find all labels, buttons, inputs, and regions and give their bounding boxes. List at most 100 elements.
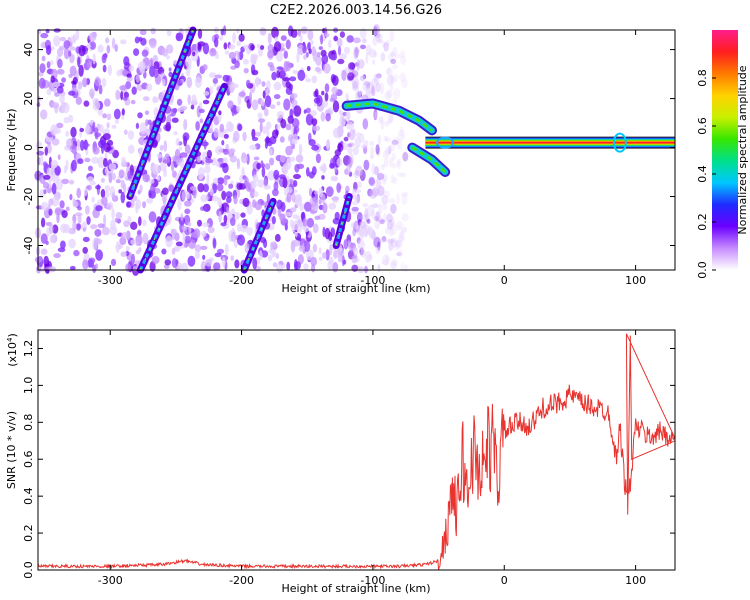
noise-speckle	[388, 157, 394, 168]
noise-speckle	[201, 222, 210, 228]
noise-speckle	[255, 78, 260, 88]
noise-speckle	[371, 85, 376, 97]
noise-speckle	[308, 171, 315, 179]
noise-speckle	[198, 108, 205, 114]
noise-speckle	[57, 58, 63, 69]
noise-speckle	[280, 118, 287, 129]
noise-speckle	[49, 235, 55, 243]
noise-speckle	[218, 210, 222, 223]
noise-speckle	[264, 95, 272, 108]
noise-speckle	[133, 48, 140, 56]
noise-speckle	[332, 262, 339, 273]
noise-speckle	[328, 202, 337, 210]
noise-speckle	[196, 155, 202, 163]
noise-speckle	[386, 74, 395, 86]
noise-speckle	[400, 55, 407, 66]
noise-speckle	[94, 134, 99, 140]
noise-speckle	[277, 117, 282, 123]
noise-speckle	[51, 182, 57, 195]
noise-speckle	[337, 143, 344, 153]
snr-x-tick-label: -100	[360, 574, 385, 587]
noise-speckle	[221, 140, 225, 146]
noise-speckle	[183, 118, 188, 131]
colorbar-tick-label: 0.6	[696, 117, 709, 135]
noise-speckle	[72, 220, 77, 231]
spectrogram-x-ticks: -300 -200 -100 0 100	[98, 30, 646, 287]
noise-speckle	[259, 27, 267, 36]
noise-speckle	[329, 54, 338, 61]
noise-speckle	[332, 127, 341, 139]
noise-speckle	[328, 257, 334, 265]
noise-speckle	[251, 128, 256, 139]
noise-speckle	[184, 208, 191, 215]
noise-speckle	[108, 173, 113, 184]
noise-speckle	[254, 201, 262, 211]
noise-speckle	[306, 167, 310, 177]
noise-speckle	[347, 147, 353, 155]
noise-speckle	[360, 248, 366, 258]
noise-speckle	[153, 69, 159, 79]
noise-speckle	[359, 221, 367, 229]
noise-speckle	[343, 239, 349, 250]
noise-speckle	[286, 192, 292, 203]
noise-speckle	[123, 56, 130, 66]
noise-speckle	[373, 26, 378, 37]
noise-speckle	[390, 260, 397, 270]
noise-speckle	[293, 125, 300, 134]
diagonal-streak-highlight	[139, 85, 226, 271]
noise-speckle	[90, 224, 98, 230]
noise-speckle	[104, 190, 110, 198]
snr-y-tick-label: 0.4	[22, 487, 35, 505]
noise-speckle	[308, 139, 316, 146]
noise-speckle	[68, 50, 72, 57]
noise-speckle	[354, 90, 362, 101]
noise-speckle	[223, 175, 228, 186]
noise-speckle	[390, 262, 397, 269]
noise-speckle	[250, 53, 259, 59]
noise-speckle	[81, 221, 88, 232]
noise-speckle	[371, 187, 380, 197]
noise-speckle	[351, 264, 359, 272]
noise-speckle	[180, 213, 184, 222]
noise-speckle	[203, 91, 210, 96]
noise-speckle	[199, 118, 204, 124]
noise-speckle	[97, 223, 105, 229]
noise-speckle	[219, 123, 225, 133]
noise-speckle	[318, 256, 323, 262]
noise-speckle	[78, 64, 84, 77]
noise-speckle	[324, 83, 330, 93]
noise-speckle	[171, 161, 175, 172]
noise-speckle	[351, 206, 359, 212]
noise-speckle	[293, 105, 302, 117]
noise-speckle	[121, 156, 126, 164]
noise-speckle	[311, 75, 318, 84]
noise-speckle	[200, 194, 209, 203]
noise-speckle	[152, 96, 160, 103]
noise-speckle	[381, 260, 390, 266]
noise-speckle	[336, 182, 342, 193]
noise-speckle	[371, 163, 376, 175]
noise-speckle	[357, 181, 362, 189]
noise-speckle	[259, 121, 263, 133]
noise-speckle	[332, 100, 340, 113]
noise-speckle	[181, 225, 188, 231]
noise-speckle	[312, 125, 321, 132]
noise-speckle	[244, 242, 250, 254]
noise-speckle	[267, 32, 272, 45]
noise-speckle	[387, 238, 395, 244]
noise-speckle	[77, 158, 84, 165]
spectrogram-features	[126, 26, 675, 274]
noise-speckle	[388, 53, 395, 62]
noise-speckle	[389, 30, 395, 42]
noise-speckle	[218, 36, 224, 41]
noise-speckle	[104, 98, 111, 107]
noise-speckle	[367, 188, 373, 197]
noise-speckle	[187, 221, 192, 227]
noise-speckle	[135, 74, 140, 83]
noise-speckle	[125, 245, 130, 252]
noise-speckle	[273, 169, 280, 180]
noise-speckle	[297, 254, 304, 265]
noise-speckle	[249, 144, 257, 151]
noise-speckle	[92, 53, 96, 65]
